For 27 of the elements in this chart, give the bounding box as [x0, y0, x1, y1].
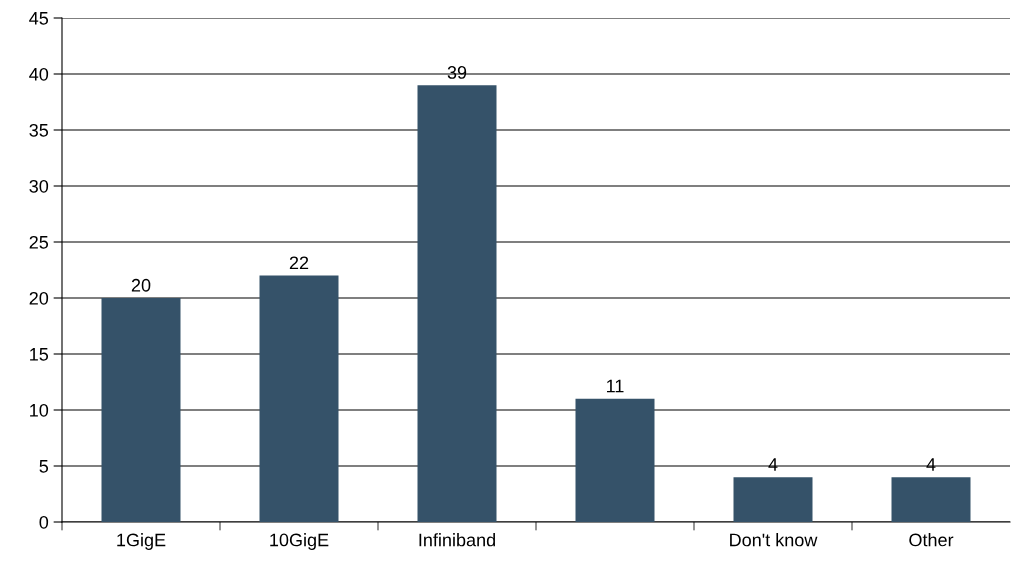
y-tick-label: 45	[29, 12, 49, 25]
y-tick-label: 40	[29, 67, 49, 81]
y-tick-label: 5	[39, 460, 49, 473]
data-label: 20	[131, 278, 151, 292]
bar	[259, 275, 339, 522]
y-tick-label: 0	[39, 515, 49, 529]
x-tick-label: 1GigE	[117, 533, 166, 550]
data-label: 22	[289, 256, 309, 270]
x-tick-label: Infiniband	[419, 533, 495, 547]
data-label: 4	[768, 458, 778, 471]
bar	[417, 85, 497, 522]
y-tick-label: 35	[29, 123, 49, 137]
bar	[733, 477, 813, 522]
y-tick-label: 25	[29, 235, 49, 249]
y-tick-label: 10	[30, 403, 49, 417]
data-label: 4	[926, 458, 936, 471]
x-tick-label: Don't know	[730, 533, 818, 547]
y-tick-label: 15	[30, 348, 49, 361]
data-label: 11	[607, 379, 624, 393]
y-tick-label: 20	[29, 291, 49, 305]
bar	[101, 298, 181, 522]
bar	[575, 398, 655, 522]
bar	[891, 477, 971, 522]
y-tick-label: 30	[29, 179, 49, 193]
data-label: 39	[447, 66, 467, 79]
x-tick-label: 10GigE	[270, 533, 329, 550]
x-tick-label: Other	[909, 533, 954, 547]
